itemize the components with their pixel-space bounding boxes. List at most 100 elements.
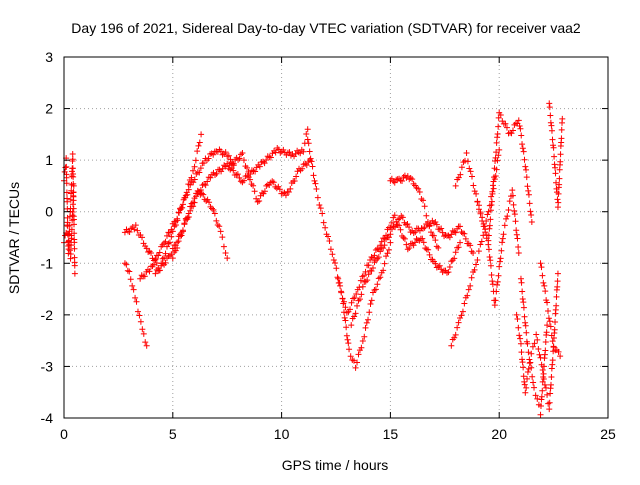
data-point: [488, 272, 495, 279]
data-point: [274, 145, 281, 152]
data-point: [503, 124, 510, 131]
data-point: [363, 319, 370, 326]
data-point: [439, 269, 446, 276]
data-point: [195, 142, 202, 149]
data-point: [68, 232, 75, 239]
data-point: [261, 188, 268, 195]
data-point: [374, 281, 381, 288]
data-point: [414, 237, 421, 244]
data-point: [387, 239, 394, 246]
data-point: [547, 112, 554, 119]
data-point: [311, 177, 318, 184]
data-point: [64, 198, 71, 205]
data-point: [254, 198, 261, 205]
data-point: [552, 170, 559, 177]
data-point: [69, 156, 76, 163]
data-point: [494, 131, 501, 138]
data-point: [421, 224, 428, 231]
data-point: [217, 148, 224, 155]
data-point: [69, 217, 76, 224]
data-point: [430, 220, 437, 227]
data-point: [492, 158, 499, 165]
data-point: [445, 269, 452, 276]
data-point: [470, 182, 477, 189]
data-point: [244, 164, 251, 171]
data-point: [362, 268, 369, 275]
data-point: [548, 374, 555, 381]
data-point: [69, 150, 76, 157]
data-point: [360, 272, 367, 279]
data-point: [552, 319, 559, 326]
data-point: [486, 222, 493, 229]
data-point: [542, 347, 549, 354]
data-point: [460, 159, 467, 166]
data-point: [63, 189, 70, 196]
data-point: [400, 174, 407, 181]
data-point: [432, 218, 439, 225]
data-point: [499, 118, 506, 125]
data-point: [361, 333, 368, 340]
data-point: [438, 266, 445, 273]
data-point: [239, 149, 246, 156]
data-point: [191, 163, 198, 170]
data-point: [71, 262, 78, 269]
data-point: [428, 229, 435, 236]
data-point: [557, 158, 564, 165]
data-point: [415, 185, 422, 192]
data-point: [369, 264, 376, 271]
data-point: [159, 260, 166, 267]
data-point: [559, 115, 566, 122]
data-point: [404, 246, 411, 253]
data-point: [410, 242, 417, 249]
data-point: [282, 192, 289, 199]
data-point: [196, 139, 203, 146]
data-point: [554, 196, 561, 203]
data-point: [245, 168, 252, 175]
data-point: [520, 299, 527, 306]
data-point: [343, 324, 350, 331]
data-point: [551, 153, 558, 160]
data-point: [372, 247, 379, 254]
data-point: [458, 164, 465, 171]
data-point: [457, 314, 464, 321]
data-point: [556, 181, 563, 188]
data-point: [426, 251, 433, 258]
data-point: [163, 232, 170, 239]
data-point: [407, 175, 414, 182]
data-point: [548, 332, 555, 339]
data-point: [383, 253, 390, 260]
data-point: [443, 269, 450, 276]
data-point: [317, 205, 324, 212]
data-point: [191, 176, 198, 183]
data-point: [248, 181, 255, 188]
data-point: [256, 163, 263, 170]
data-point: [546, 318, 553, 325]
data-point: [146, 268, 153, 275]
data-point: [64, 222, 71, 229]
data-point: [399, 214, 406, 221]
data-point: [403, 241, 410, 248]
data-point: [179, 201, 186, 208]
data-point: [127, 276, 134, 283]
data-point: [359, 283, 366, 290]
data-point: [309, 163, 316, 170]
data-point: [554, 270, 561, 277]
data-point: [69, 165, 76, 172]
data-point: [314, 194, 321, 201]
data-point: [371, 286, 378, 293]
data-point: [548, 122, 555, 129]
data-point: [519, 356, 526, 363]
series-track-p: [513, 270, 561, 413]
data-point: [168, 233, 175, 240]
data-point: [202, 182, 209, 189]
data-point: [521, 156, 528, 163]
data-point: [524, 183, 531, 190]
data-point: [519, 141, 526, 148]
data-point: [245, 174, 252, 181]
grid-lines: [64, 57, 608, 418]
data-point: [359, 273, 366, 280]
data-point: [542, 288, 549, 295]
data-point: [452, 182, 459, 189]
data-point: [230, 160, 237, 167]
data-point: [432, 260, 439, 267]
